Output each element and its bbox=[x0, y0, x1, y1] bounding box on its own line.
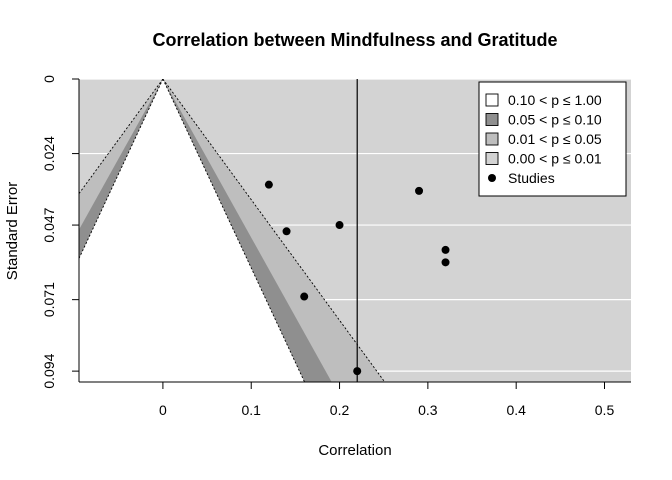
y-axis-label: Standard Error bbox=[4, 182, 21, 280]
y-tick-label-0: 0 bbox=[41, 75, 57, 83]
legend-swatch-2 bbox=[485, 132, 499, 146]
legend-label-1: 0.05 < p ≤ 0.10 bbox=[508, 112, 602, 128]
funnel-outer-right bbox=[162, 79, 386, 382]
study-point-1 bbox=[282, 227, 291, 236]
legend-box bbox=[478, 81, 627, 197]
legend-label-2: 0.01 < p ≤ 0.05 bbox=[508, 131, 602, 147]
study-point-7 bbox=[353, 367, 362, 376]
legend-label-3: 0.00 < p ≤ 0.01 bbox=[508, 151, 602, 167]
legend-swatch-studies bbox=[488, 174, 496, 182]
x-axis-label: Correlation bbox=[318, 442, 391, 459]
x-tick-label-4: 0.4 bbox=[506, 402, 526, 418]
study-point-2 bbox=[335, 221, 344, 230]
chart-title: Correlation between Mindfulness and Grat… bbox=[152, 30, 557, 50]
study-point-0 bbox=[264, 180, 273, 189]
legend: 0.10 < p ≤ 1.00 0.05 < p ≤ 0.10 0.01 < p ≤… bbox=[478, 81, 627, 197]
x-tick-label-1: 0.1 bbox=[241, 402, 261, 418]
y-tick-label-2: 0.047 bbox=[41, 207, 57, 242]
legend-swatch-0 bbox=[485, 93, 499, 107]
study-point-3 bbox=[300, 292, 309, 301]
x-tick-label-5: 0.5 bbox=[595, 402, 615, 418]
y-tick-label-3: 0.071 bbox=[41, 282, 57, 317]
y-tick-label-1: 0.024 bbox=[41, 136, 57, 171]
study-point-5 bbox=[441, 245, 450, 254]
x-tick-label-2: 0.2 bbox=[330, 402, 350, 418]
contour-region-2 bbox=[79, 79, 305, 382]
study-point-6 bbox=[441, 258, 450, 267]
contour-regions bbox=[79, 79, 386, 382]
y-tick-label-4: 0.094 bbox=[41, 353, 57, 388]
x-tick-label-0: 0 bbox=[159, 402, 167, 418]
legend-swatch-1 bbox=[485, 113, 499, 126]
x-tick-label-3: 0.3 bbox=[418, 402, 438, 418]
study-point-4 bbox=[415, 186, 424, 195]
legend-label-0: 0.10 < p ≤ 1.00 bbox=[508, 92, 602, 108]
legend-label-studies: Studies bbox=[508, 170, 555, 186]
legend-swatch-3 bbox=[485, 152, 499, 165]
axes: 0 0.1 0.2 0.3 0.4 0.5 0 0.024 0.047 0.071 0.094 bbox=[41, 75, 631, 418]
